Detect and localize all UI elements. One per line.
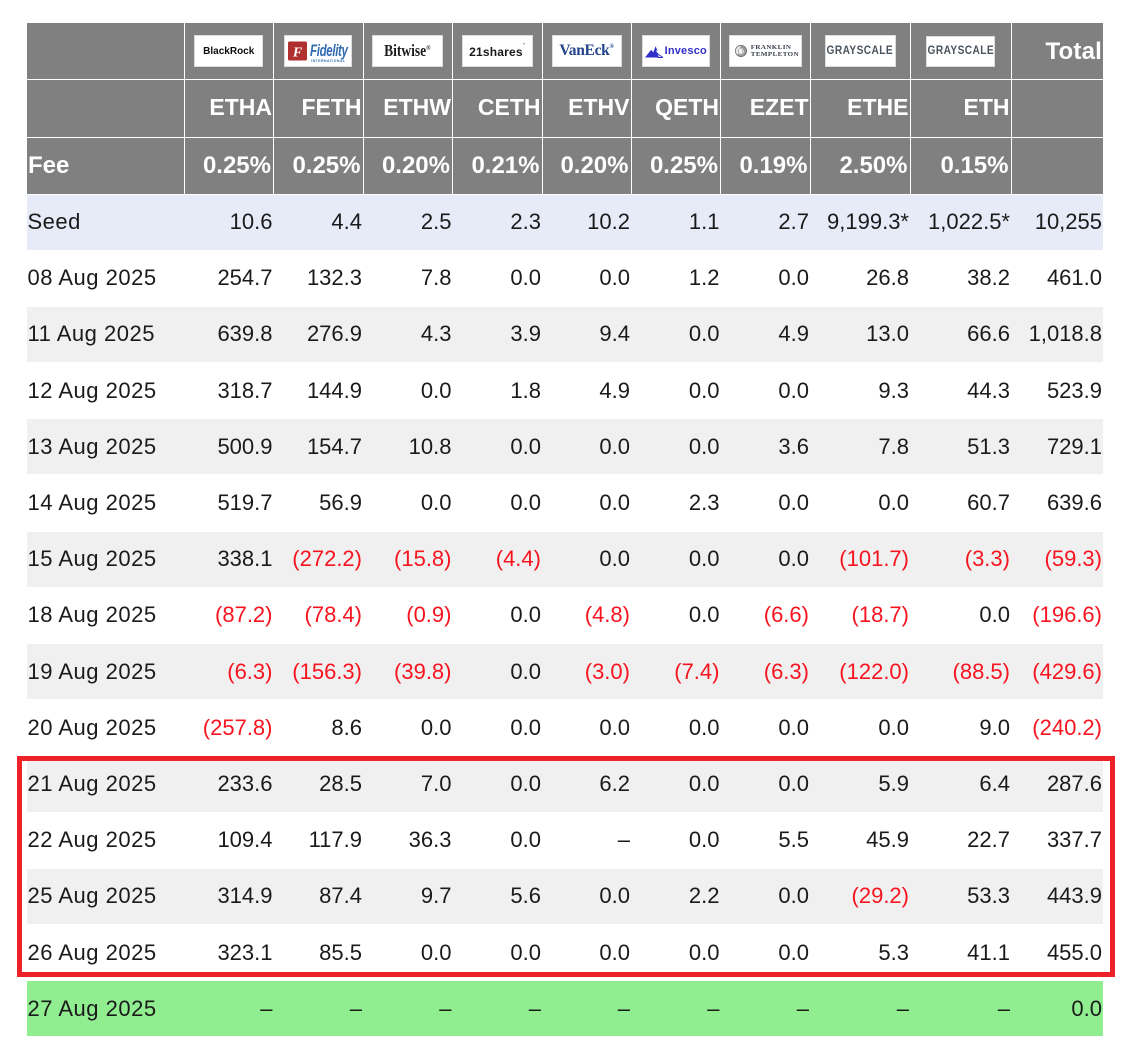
svg-text:F: F <box>292 46 303 61</box>
